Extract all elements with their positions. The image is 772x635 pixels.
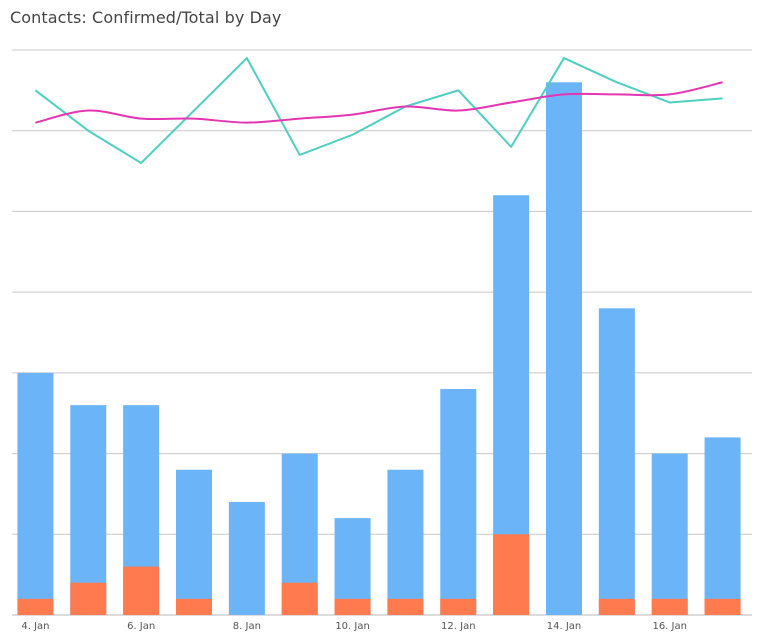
x-tick-label: 16. Jan — [652, 621, 687, 632]
x-tick-label: 6. Jan — [127, 621, 155, 632]
bar-confirmed — [651, 598, 688, 615]
bar-total — [651, 453, 688, 615]
x-tick-label: 10. Jan — [335, 621, 370, 632]
line-series-teal — [34, 57, 723, 164]
chart-title: Contacts: Confirmed/Total by Day — [10, 8, 282, 27]
x-tick-label: 4. Jan — [21, 621, 49, 632]
bar-confirmed — [493, 534, 530, 615]
bar-confirmed — [440, 598, 477, 615]
bar-total — [176, 469, 212, 615]
bar-total — [387, 469, 424, 615]
bar-confirmed — [387, 598, 424, 615]
bar-confirmed — [17, 598, 54, 615]
bar-total — [546, 82, 582, 616]
bar-confirmed — [704, 598, 741, 615]
bar-total — [17, 372, 54, 615]
x-tick-label: 12. Jan — [441, 621, 476, 632]
bar-confirmed — [281, 582, 318, 615]
bar-confirmed — [334, 598, 371, 615]
bar-total — [598, 308, 635, 615]
bar-confirmed — [123, 566, 160, 615]
bar-total — [704, 437, 741, 615]
bar-confirmed — [70, 582, 107, 615]
x-tick-label: 8. Jan — [233, 621, 261, 632]
bar-confirmed — [598, 598, 635, 615]
bar-total — [228, 502, 265, 615]
bar-total — [440, 389, 477, 615]
x-tick-label: 14. Jan — [547, 621, 582, 632]
bar-confirmed — [176, 598, 212, 615]
bar-total — [70, 405, 107, 615]
line-series-magenta — [35, 81, 723, 124]
